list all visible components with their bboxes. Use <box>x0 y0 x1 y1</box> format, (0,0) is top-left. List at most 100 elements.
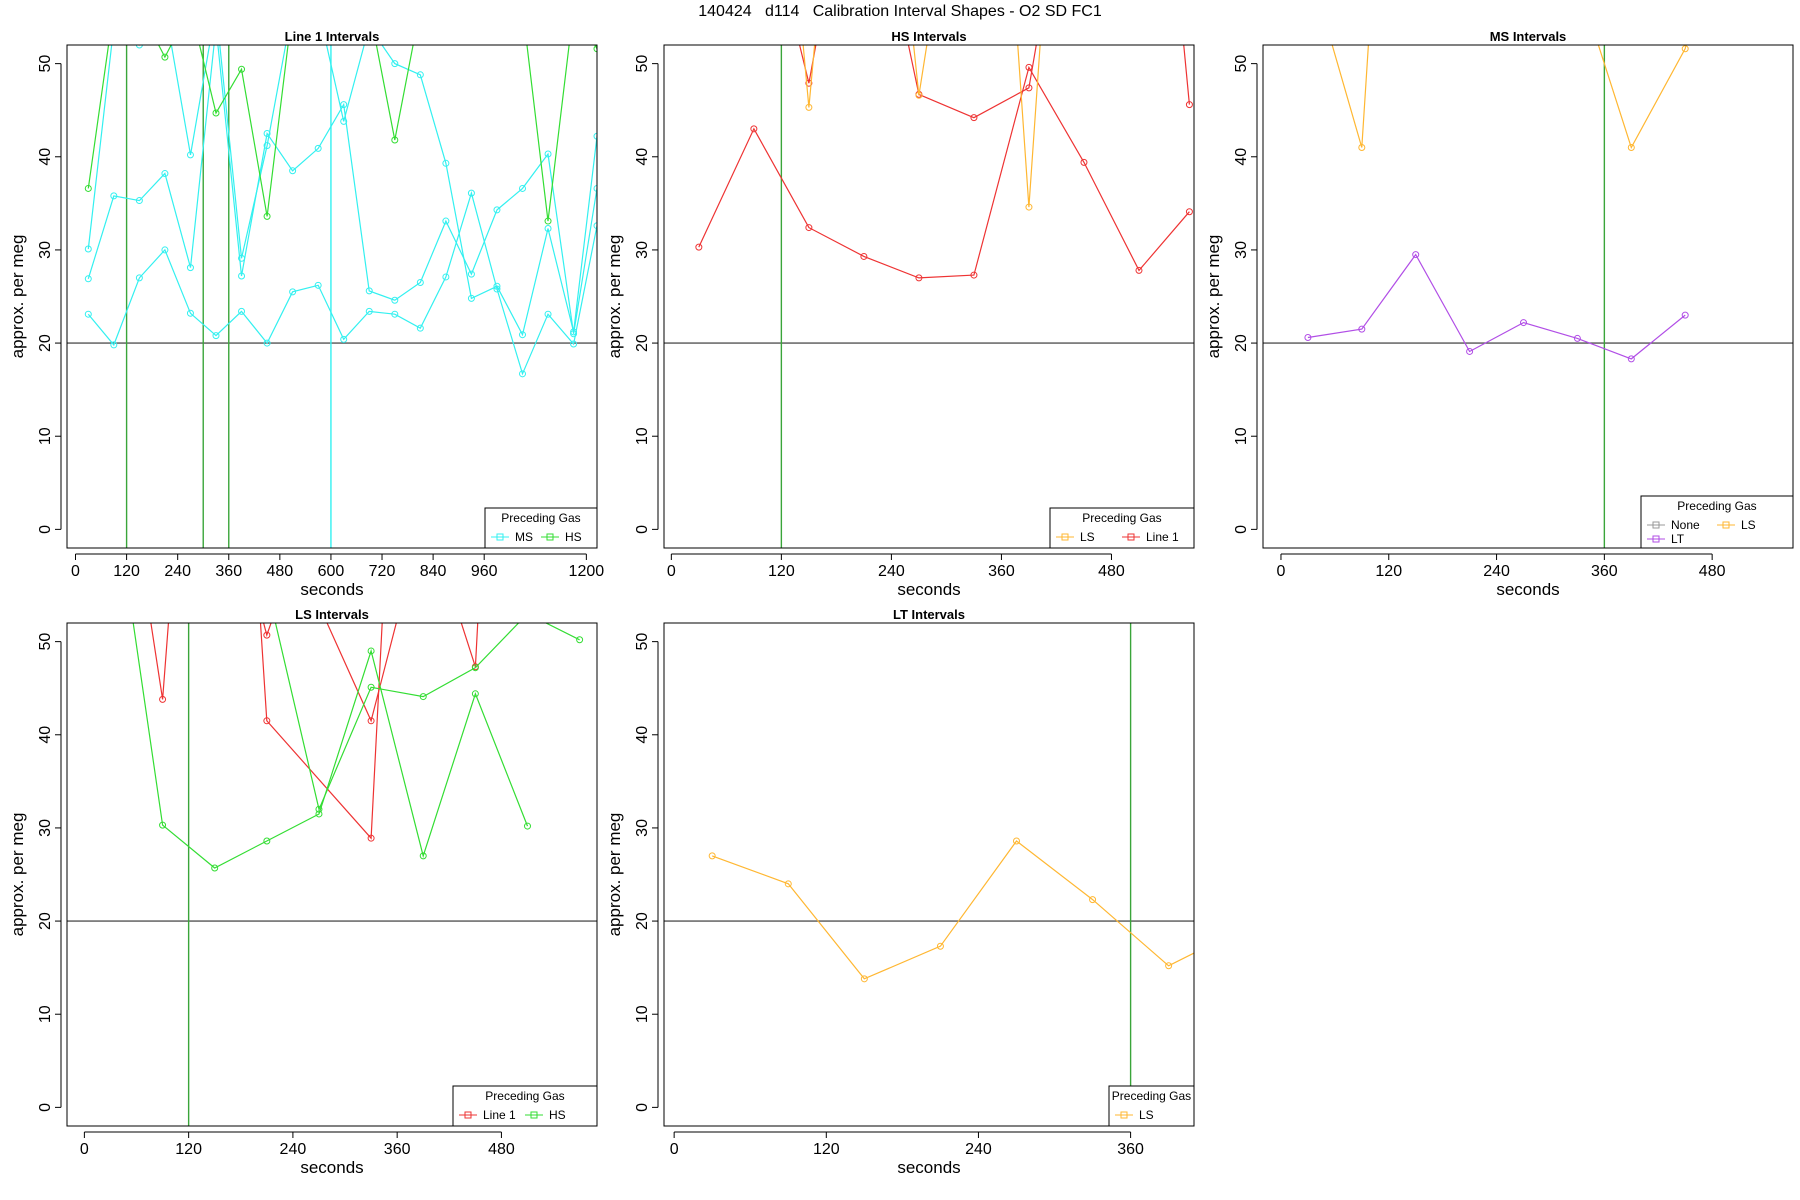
x-tick-label: 360 <box>215 563 242 580</box>
panel-line1: Line 1 Intervals 0 120 240 360 480 600 720 840 96… <box>8 5 604 599</box>
y-tick-label: 20 <box>634 334 651 352</box>
x-tick-label: 240 <box>878 563 905 580</box>
legend: Preceding Gas LS <box>1108 1085 1195 1127</box>
data-point <box>340 335 348 343</box>
y-tick-label: 30 <box>634 819 651 837</box>
data-point <box>111 5 117 11</box>
data-point <box>815 5 821 11</box>
legend-swatch-marker <box>496 533 504 541</box>
data-point <box>186 309 194 317</box>
series-line-lt <box>1307 253 1686 360</box>
series-line-ls <box>1597 45 1687 150</box>
x-tick-label: 480 <box>1699 563 1726 580</box>
data-point <box>1681 45 1689 53</box>
y-tick-label: 50 <box>37 55 54 73</box>
data-point <box>391 60 399 68</box>
legend-entry: LS <box>1080 530 1095 544</box>
plot-frame <box>66 44 598 549</box>
data-point <box>213 23 219 29</box>
x-tick-label: 0 <box>80 1141 89 1158</box>
data-point <box>1681 311 1689 319</box>
data-point <box>797 5 803 11</box>
x-tick-label: 120 <box>813 1141 840 1158</box>
data-point <box>211 864 219 872</box>
y-tick-label: 40 <box>37 148 54 166</box>
data-point <box>159 695 167 703</box>
data-point <box>1368 5 1374 11</box>
series-line-ls <box>711 840 1194 980</box>
data-point <box>477 583 483 589</box>
data-point <box>1135 266 1143 274</box>
data-point <box>238 65 246 73</box>
x-axis-title: seconds <box>1496 580 1559 599</box>
plot-frame <box>1262 44 1794 549</box>
series-line-hs <box>526 45 597 222</box>
data-point <box>315 810 323 818</box>
data-point <box>784 880 792 888</box>
data-point <box>367 683 375 691</box>
data-point <box>860 252 868 260</box>
data-point <box>1089 896 1097 904</box>
legend-title: Preceding Gas <box>485 1089 564 1103</box>
x-tick-label: 840 <box>420 563 447 580</box>
data-point <box>315 805 323 813</box>
plot-area <box>664 5 1194 548</box>
x-tick-label: 240 <box>164 563 191 580</box>
series-line-line-1 <box>150 623 170 700</box>
data-point <box>467 294 475 302</box>
data-point <box>708 852 716 860</box>
data-point <box>1025 203 1033 211</box>
data-point <box>442 159 450 167</box>
legend-swatch-marker <box>1127 533 1135 541</box>
legend-swatch-marker <box>1061 533 1069 541</box>
data-point <box>915 274 923 282</box>
data-point <box>84 275 92 283</box>
series-line-hs <box>274 623 580 812</box>
x-tick-label: 360 <box>988 563 1015 580</box>
data-point <box>110 341 118 349</box>
data-point <box>1627 355 1635 363</box>
series-line-line-1 <box>460 623 479 667</box>
data-point <box>187 5 193 11</box>
y-tick-label: 0 <box>37 1103 54 1112</box>
data-point <box>290 5 296 11</box>
y-tick-label: 50 <box>1233 55 1250 73</box>
legend: Preceding Gas None LS LT <box>1640 495 1794 549</box>
series-line-hs <box>87 45 289 217</box>
data-point <box>391 296 399 304</box>
data-point <box>1242 925 1248 931</box>
data-point <box>1412 251 1420 259</box>
series-line-hs <box>375 45 414 141</box>
data-point <box>135 197 143 205</box>
legend: Preceding Gas Line 1 HS <box>452 1085 598 1127</box>
panel-title: MS Intervals <box>1490 29 1567 44</box>
data-point <box>161 170 169 178</box>
legend: Preceding Gas MS HS <box>484 507 598 549</box>
data-point <box>1040 5 1046 11</box>
y-tick-label: 40 <box>634 148 651 166</box>
data-point <box>290 5 296 11</box>
data-point <box>84 245 92 253</box>
series-line-line-1 <box>262 623 272 638</box>
series-line-ls <box>802 45 816 108</box>
legend-swatch-marker <box>1120 1111 1128 1119</box>
data-point <box>519 184 527 192</box>
data-point <box>238 272 246 280</box>
panel-title: LT Intervals <box>893 607 965 622</box>
data-point <box>970 271 978 279</box>
series-line-ms <box>87 45 597 334</box>
panel-title: LS Intervals <box>295 607 369 622</box>
x-tick-label: 360 <box>384 1141 411 1158</box>
y-tick-label: 50 <box>37 633 54 651</box>
legend-entry: HS <box>565 530 582 544</box>
data-point <box>365 287 373 295</box>
data-point <box>1177 5 1183 11</box>
series-line-ls <box>1017 45 1041 208</box>
data-point <box>263 717 271 725</box>
data-point <box>1012 837 1020 845</box>
data-point <box>186 264 194 272</box>
series-line-ls <box>1331 45 1370 148</box>
x-axis-title: seconds <box>300 1158 363 1177</box>
x-axis-title: seconds <box>897 1158 960 1177</box>
